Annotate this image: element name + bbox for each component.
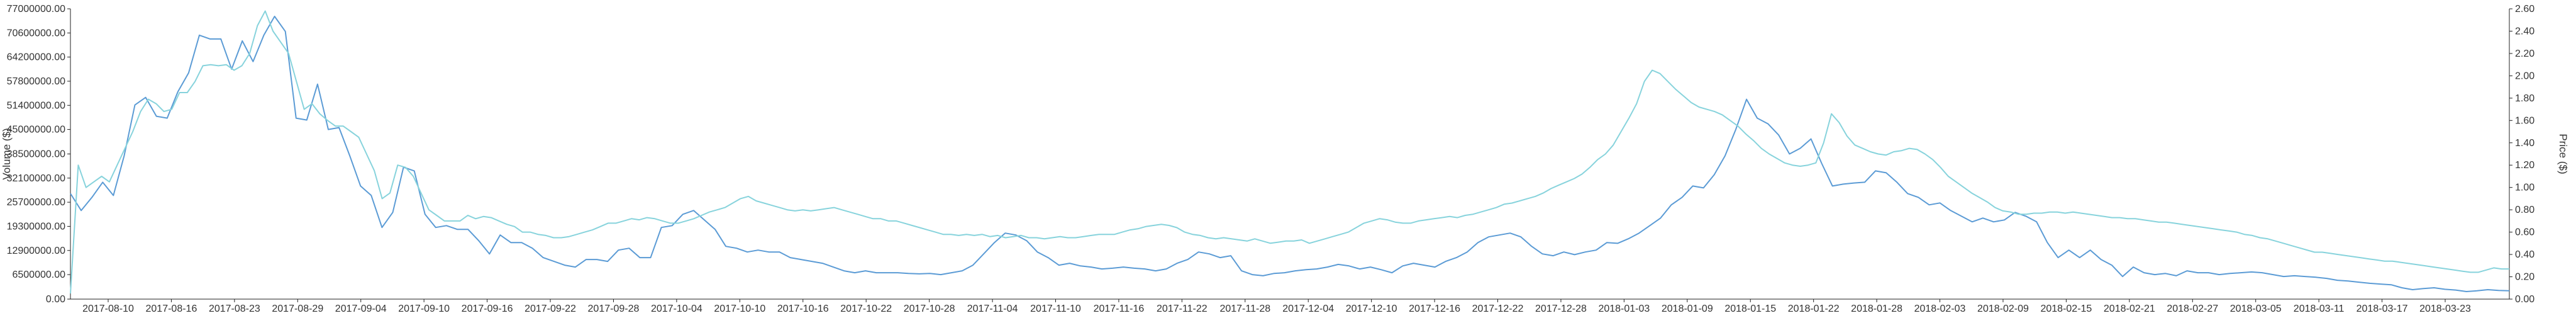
x-tick-label: 2017-11-10 xyxy=(1030,304,1081,314)
y-right-tick-label: 2.20 xyxy=(2515,48,2534,59)
y-right-tick-label: 2.60 xyxy=(2515,4,2534,14)
x-tick-label: 2017-11-22 xyxy=(1157,304,1208,314)
axes-group xyxy=(67,8,2512,302)
y-left-tick-label: 6500000.00 xyxy=(12,270,65,280)
y-left-tick-label: 19300000.00 xyxy=(7,221,66,232)
x-tick-label: 2017-09-22 xyxy=(525,304,576,314)
x-tick-label: 2017-11-04 xyxy=(967,304,1018,314)
y-left-tick-label: 12900000.00 xyxy=(7,246,66,256)
x-tick-label: 2017-12-16 xyxy=(1409,304,1460,314)
x-tick-label: 2018-03-17 xyxy=(2357,304,2408,314)
series-group xyxy=(70,10,2510,294)
y-left-axis-title: Volume ($) xyxy=(1,128,13,179)
x-tick-label: 2018-02-09 xyxy=(1977,304,2029,314)
y-right-tick-label: 0.00 xyxy=(2515,294,2534,305)
y-right-tick-label: 0.40 xyxy=(2515,249,2534,260)
y-right-tick-label: 2.40 xyxy=(2515,26,2534,37)
x-tick-label: 2017-11-28 xyxy=(1219,304,1270,314)
x-tick-label: 2017-08-16 xyxy=(146,304,197,314)
x-tick-label: 2017-11-16 xyxy=(1094,304,1145,314)
x-tick-label: 2018-03-05 xyxy=(2230,304,2282,314)
x-tick-label: 2017-10-28 xyxy=(904,304,955,314)
y-left-tick-label: 38500000.00 xyxy=(7,149,66,160)
y-right-tick-label: 1.60 xyxy=(2515,115,2534,126)
y-right-tick-label: 1.00 xyxy=(2515,183,2534,193)
y-right-tick-label: 2.00 xyxy=(2515,71,2534,81)
y-left-tick-label: 51400000.00 xyxy=(7,100,66,111)
x-tick-label: 2017-08-10 xyxy=(82,304,134,314)
y-left-tick-label: 77000000.00 xyxy=(7,4,66,14)
x-tick-label: 2018-02-27 xyxy=(2167,304,2218,314)
volume-series-line xyxy=(70,16,2510,292)
x-tick-label: 2017-12-10 xyxy=(1346,304,1397,314)
x-tick-label: 2017-10-10 xyxy=(714,304,765,314)
x-tick-label: 2017-12-22 xyxy=(1472,304,1524,314)
y-left-tick-label: 70600000.00 xyxy=(7,28,66,38)
x-tick-label: 2017-10-04 xyxy=(651,304,702,314)
x-tick-label: 2018-03-23 xyxy=(2419,304,2471,314)
x-tick-label: 2018-02-21 xyxy=(2104,304,2155,314)
x-tick-label: 2018-01-22 xyxy=(1788,304,1840,314)
y-right-tick-label: 0.60 xyxy=(2515,227,2534,238)
x-tick-label: 2017-12-28 xyxy=(1535,304,1587,314)
x-tick-label: 2017-09-04 xyxy=(335,304,387,314)
x-tick-label: 2017-10-22 xyxy=(840,304,892,314)
y-left-tick-label: 25700000.00 xyxy=(7,197,66,208)
y-right-tick-label: 1.80 xyxy=(2515,93,2534,104)
x-tick-label: 2017-08-29 xyxy=(272,304,323,314)
y-left-tick-label: 0.00 xyxy=(46,294,65,305)
price-series-line xyxy=(70,10,2509,294)
y-right-tick-label: 0.20 xyxy=(2515,272,2534,283)
y-left-tick-label: 64200000.00 xyxy=(7,52,66,63)
x-tick-label: 2018-01-03 xyxy=(1598,304,1650,314)
x-tick-label: 2018-02-15 xyxy=(2040,304,2092,314)
x-tick-label: 2017-09-16 xyxy=(462,304,513,314)
y-left-tick-label: 57800000.00 xyxy=(7,76,66,87)
x-tick-label: 2017-08-23 xyxy=(209,304,260,314)
y-right-axis-title: Price ($) xyxy=(2557,133,2569,174)
y-right-tick-label: 1.40 xyxy=(2515,138,2534,149)
x-tick-label: 2017-10-16 xyxy=(777,304,829,314)
x-tick-label: 2018-01-09 xyxy=(1662,304,1713,314)
y-left-tick-label: 32100000.00 xyxy=(7,173,66,184)
x-tick-label: 2017-09-28 xyxy=(588,304,640,314)
x-tick-label: 2018-03-11 xyxy=(2294,304,2345,314)
x-tick-label: 2017-09-10 xyxy=(398,304,450,314)
x-tick-label: 2018-02-03 xyxy=(1914,304,1966,314)
x-tick-label: 2018-01-28 xyxy=(1851,304,1902,314)
x-tick-label: 2017-12-04 xyxy=(1282,304,1334,314)
labels-group: 0.00 6500000.00 12900000.00 19300000.00 2570… xyxy=(1,4,2569,314)
x-tick-label: 2018-01-15 xyxy=(1724,304,1776,314)
y-right-tick-label: 0.80 xyxy=(2515,205,2534,215)
y-right-tick-label: 1.20 xyxy=(2515,160,2534,171)
y-left-tick-label: 45000000.00 xyxy=(7,125,66,135)
